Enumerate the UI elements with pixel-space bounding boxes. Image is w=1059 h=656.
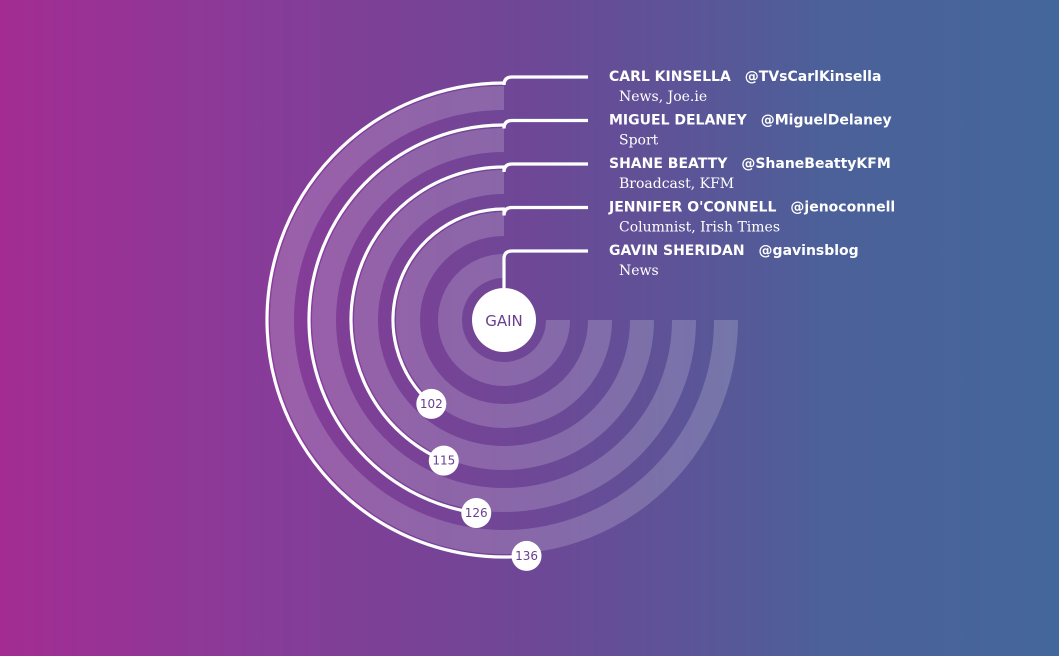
person-name: MIGUEL DELANEY: [609, 113, 748, 129]
value-arc: [349, 165, 506, 463]
value-badge: 102: [416, 388, 447, 419]
person-handle: @jenoconnell: [790, 200, 895, 216]
person-label: SHANE BEATTY @ShaneBeattyKFM Broadcast, KF…: [609, 156, 891, 192]
person-handle: @TVsCarlKinsella: [745, 69, 882, 85]
label-connector: [502, 162, 588, 173]
center-label: GAIN: [485, 312, 523, 330]
person-handle: @ShaneBeattyKFM: [741, 156, 890, 172]
person-label: CARL KINSELLA @TVsCarlKinsella News, Joe.i…: [609, 69, 881, 105]
center-node: GAIN: [472, 288, 536, 352]
person-name: CARL KINSELLA: [609, 69, 731, 85]
value-arc: [307, 123, 506, 515]
value-badge-circle: [428, 445, 459, 476]
value-badge-text: 136: [515, 549, 538, 563]
label-connector: [502, 249, 588, 288]
person-handle: @MiguelDelaney: [761, 113, 892, 129]
value-badge-text: 126: [465, 506, 488, 520]
ring-bands: [270, 86, 738, 554]
value-badge: 126: [461, 498, 492, 529]
label-connector: [502, 118, 588, 129]
person-label: MIGUEL DELANEY @MiguelDelaney Sport: [609, 113, 892, 149]
value-arc: [265, 81, 529, 559]
ring-band: [438, 254, 570, 386]
person-labels: CARL KINSELLA @TVsCarlKinsella News, Joe.i…: [608, 69, 895, 279]
value-badge: 115: [428, 445, 459, 476]
person-description: Broadcast, KFM: [619, 176, 734, 192]
value-arc: [391, 207, 506, 406]
person-handle: @gavinsblog: [759, 243, 859, 259]
ring-outlines: [265, 75, 588, 559]
label-connector: [502, 205, 588, 216]
value-badges: 136 126 115 102: [416, 388, 542, 571]
label-connector: [502, 75, 588, 86]
ring-band: [270, 86, 738, 554]
person-description: News, Joe.ie: [619, 89, 707, 105]
person-description: Sport: [619, 133, 659, 149]
person-label: GAVIN SHERIDAN @gavinsblog News: [609, 243, 859, 279]
person-name: GAVIN SHERIDAN: [609, 243, 745, 259]
ring-band: [354, 170, 654, 470]
person-name: JENNIFER O'CONNELL: [608, 200, 776, 216]
value-badge-text: 115: [432, 454, 455, 468]
ring-band: [312, 128, 696, 512]
person-label: JENNIFER O'CONNELL @jenoconnell Columnist,…: [608, 200, 895, 236]
value-badge-circle: [461, 498, 492, 529]
value-badge-circle: [416, 388, 447, 419]
value-badge-text: 102: [420, 397, 443, 411]
value-badge: 136: [511, 540, 542, 571]
person-description: News: [619, 263, 659, 279]
person-description: Columnist, Irish Times: [619, 220, 780, 236]
center-circle: [472, 288, 536, 352]
person-name: SHANE BEATTY: [609, 156, 728, 172]
ring-band: [396, 212, 612, 428]
value-badge-circle: [511, 540, 542, 571]
